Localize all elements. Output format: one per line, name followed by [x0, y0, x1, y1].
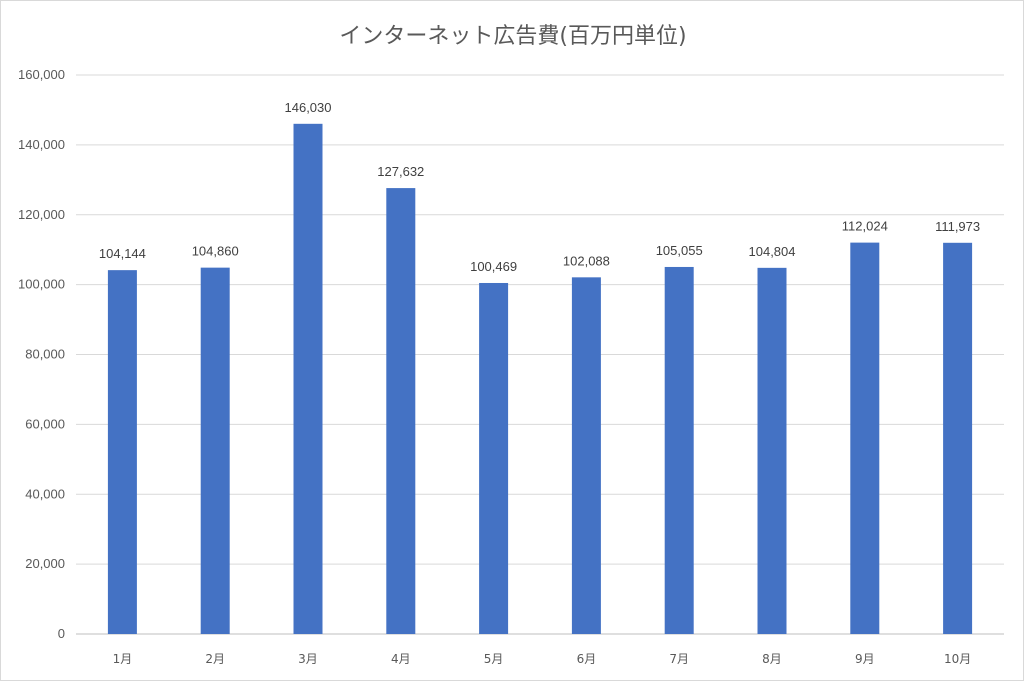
bar	[757, 267, 787, 634]
y-axis-ticks: 0 20,000 40,000 60,000 80,000 100,000 120,000 1…	[18, 67, 65, 641]
y-tick-label: 60,000	[25, 416, 65, 431]
data-label: 111,973	[935, 219, 980, 234]
data-label: 105,055	[656, 243, 703, 258]
data-label: 104,144	[99, 246, 146, 261]
bar	[107, 270, 137, 634]
gridlines	[76, 74, 1004, 635]
data-label: 102,088	[563, 253, 610, 268]
bar	[571, 277, 601, 634]
data-labels: 104,144 104,860 146,030 127,632 100,469 102,0…	[99, 100, 980, 274]
bar	[479, 282, 509, 634]
data-label: 112,024	[842, 219, 888, 234]
y-tick-label: 40,000	[25, 486, 65, 501]
bar	[386, 188, 416, 634]
y-tick-label: 120,000	[18, 207, 65, 222]
bar	[293, 123, 323, 635]
x-tick-label: 10月	[944, 652, 971, 666]
data-label: 104,804	[749, 244, 796, 259]
y-tick-label: 160,000	[18, 67, 65, 82]
x-tick-label: 6月	[577, 652, 597, 666]
bar	[200, 267, 230, 634]
chart-title: インターネット広告費(百万円単位)	[339, 24, 686, 49]
data-label: 100,469	[470, 259, 517, 274]
y-tick-label: 20,000	[25, 556, 65, 571]
data-label: 127,632	[377, 164, 424, 179]
x-tick-label: 8月	[762, 652, 782, 666]
x-tick-label: 3月	[298, 652, 318, 666]
x-tick-label: 7月	[669, 652, 689, 666]
x-tick-label: 9月	[855, 652, 875, 666]
y-tick-label: 100,000	[18, 277, 65, 292]
x-tick-label: 2月	[205, 652, 225, 666]
data-label: 146,030	[285, 100, 332, 115]
x-tick-label: 5月	[484, 652, 504, 666]
y-tick-label: 80,000	[25, 347, 65, 362]
x-tick-label: 4月	[391, 652, 411, 666]
y-tick-label: 0	[58, 626, 65, 641]
x-tick-label: 1月	[113, 652, 133, 666]
x-axis-categories: 1月 2月 3月 4月 5月 6月 7月 8月 9月 10月	[113, 652, 972, 666]
y-tick-label: 140,000	[18, 137, 65, 152]
bar	[850, 242, 880, 634]
data-label: 104,860	[192, 244, 239, 259]
bar	[664, 266, 694, 634]
bar	[943, 242, 973, 635]
bars	[107, 123, 973, 635]
